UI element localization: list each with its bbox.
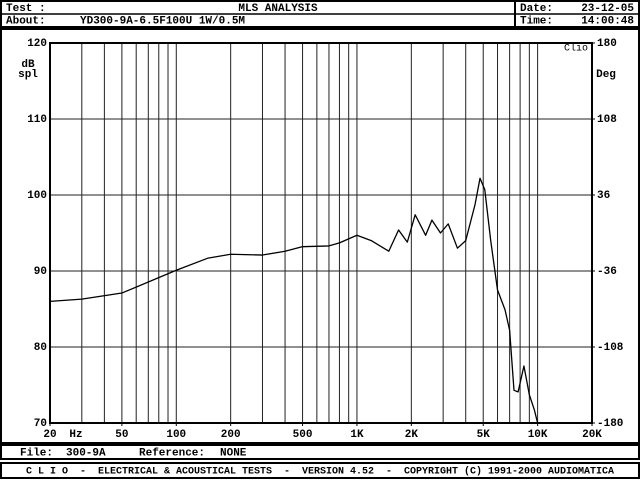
- about: YD300-9A-6.5F100U 1W/0.5M: [80, 15, 245, 27]
- file: 300-9A: [66, 447, 106, 459]
- y-label: spl: [18, 69, 38, 81]
- y-tick-label: 90: [34, 266, 47, 278]
- plot-frame: [0, 28, 640, 444]
- response-curve: [49, 177, 539, 424]
- plot-area-border: [49, 42, 593, 424]
- y-tick-label: 120: [27, 38, 47, 50]
- y2-tick-label: 36: [597, 190, 610, 202]
- watermark: Clio: [564, 43, 588, 55]
- x-tick-label: 20K: [582, 429, 602, 441]
- y-label: dB: [21, 59, 35, 71]
- reference: NONE: [220, 447, 247, 459]
- x-tick-label: 2K: [405, 429, 419, 441]
- x-tick-label: 10K: [528, 429, 548, 441]
- y2-tick-label: -108: [597, 342, 624, 354]
- test-label: Test :: [6, 3, 46, 15]
- y-tick-label: 80: [34, 342, 47, 354]
- x-tick-label: 500: [293, 429, 313, 441]
- y2-tick-label: 180: [597, 38, 617, 50]
- y2-tick-label: 108: [597, 114, 617, 126]
- y2-label: Deg: [596, 69, 616, 81]
- x-tick-label: 20: [43, 429, 56, 441]
- banner-box: [0, 462, 640, 479]
- x-tick-label: 1K: [350, 429, 364, 441]
- y2-tick-label: -180: [597, 418, 623, 430]
- reference-label: Reference:: [139, 447, 205, 459]
- date-label: Date:: [520, 3, 553, 15]
- y-tick-label: 110: [27, 114, 47, 126]
- x-tick-label: 200: [221, 429, 241, 441]
- x-tick-label: 5K: [477, 429, 491, 441]
- title: MLS ANALYSIS: [238, 3, 318, 15]
- y-tick-label: 100: [27, 190, 47, 202]
- time-label: Time:: [520, 15, 553, 27]
- file-box: [0, 444, 640, 460]
- y2-tick-label: -36: [597, 266, 617, 278]
- x-label: Hz: [69, 429, 82, 441]
- y-tick-label: 70: [34, 418, 47, 430]
- about-label: About:: [6, 15, 46, 27]
- time: 14:00:48: [581, 15, 634, 27]
- plot: 70 80 90 100 110 120 -180 -108 -36 36 108 180 20 50 10…: [27, 38, 624, 441]
- file-label: File:: [20, 447, 53, 459]
- date: 23-12-05: [581, 3, 634, 15]
- banner: C L I O - ELECTRICAL & ACOUSTICAL TESTS …: [26, 466, 614, 478]
- x-tick-label: 100: [166, 429, 186, 441]
- x-tick-label: 50: [115, 429, 128, 441]
